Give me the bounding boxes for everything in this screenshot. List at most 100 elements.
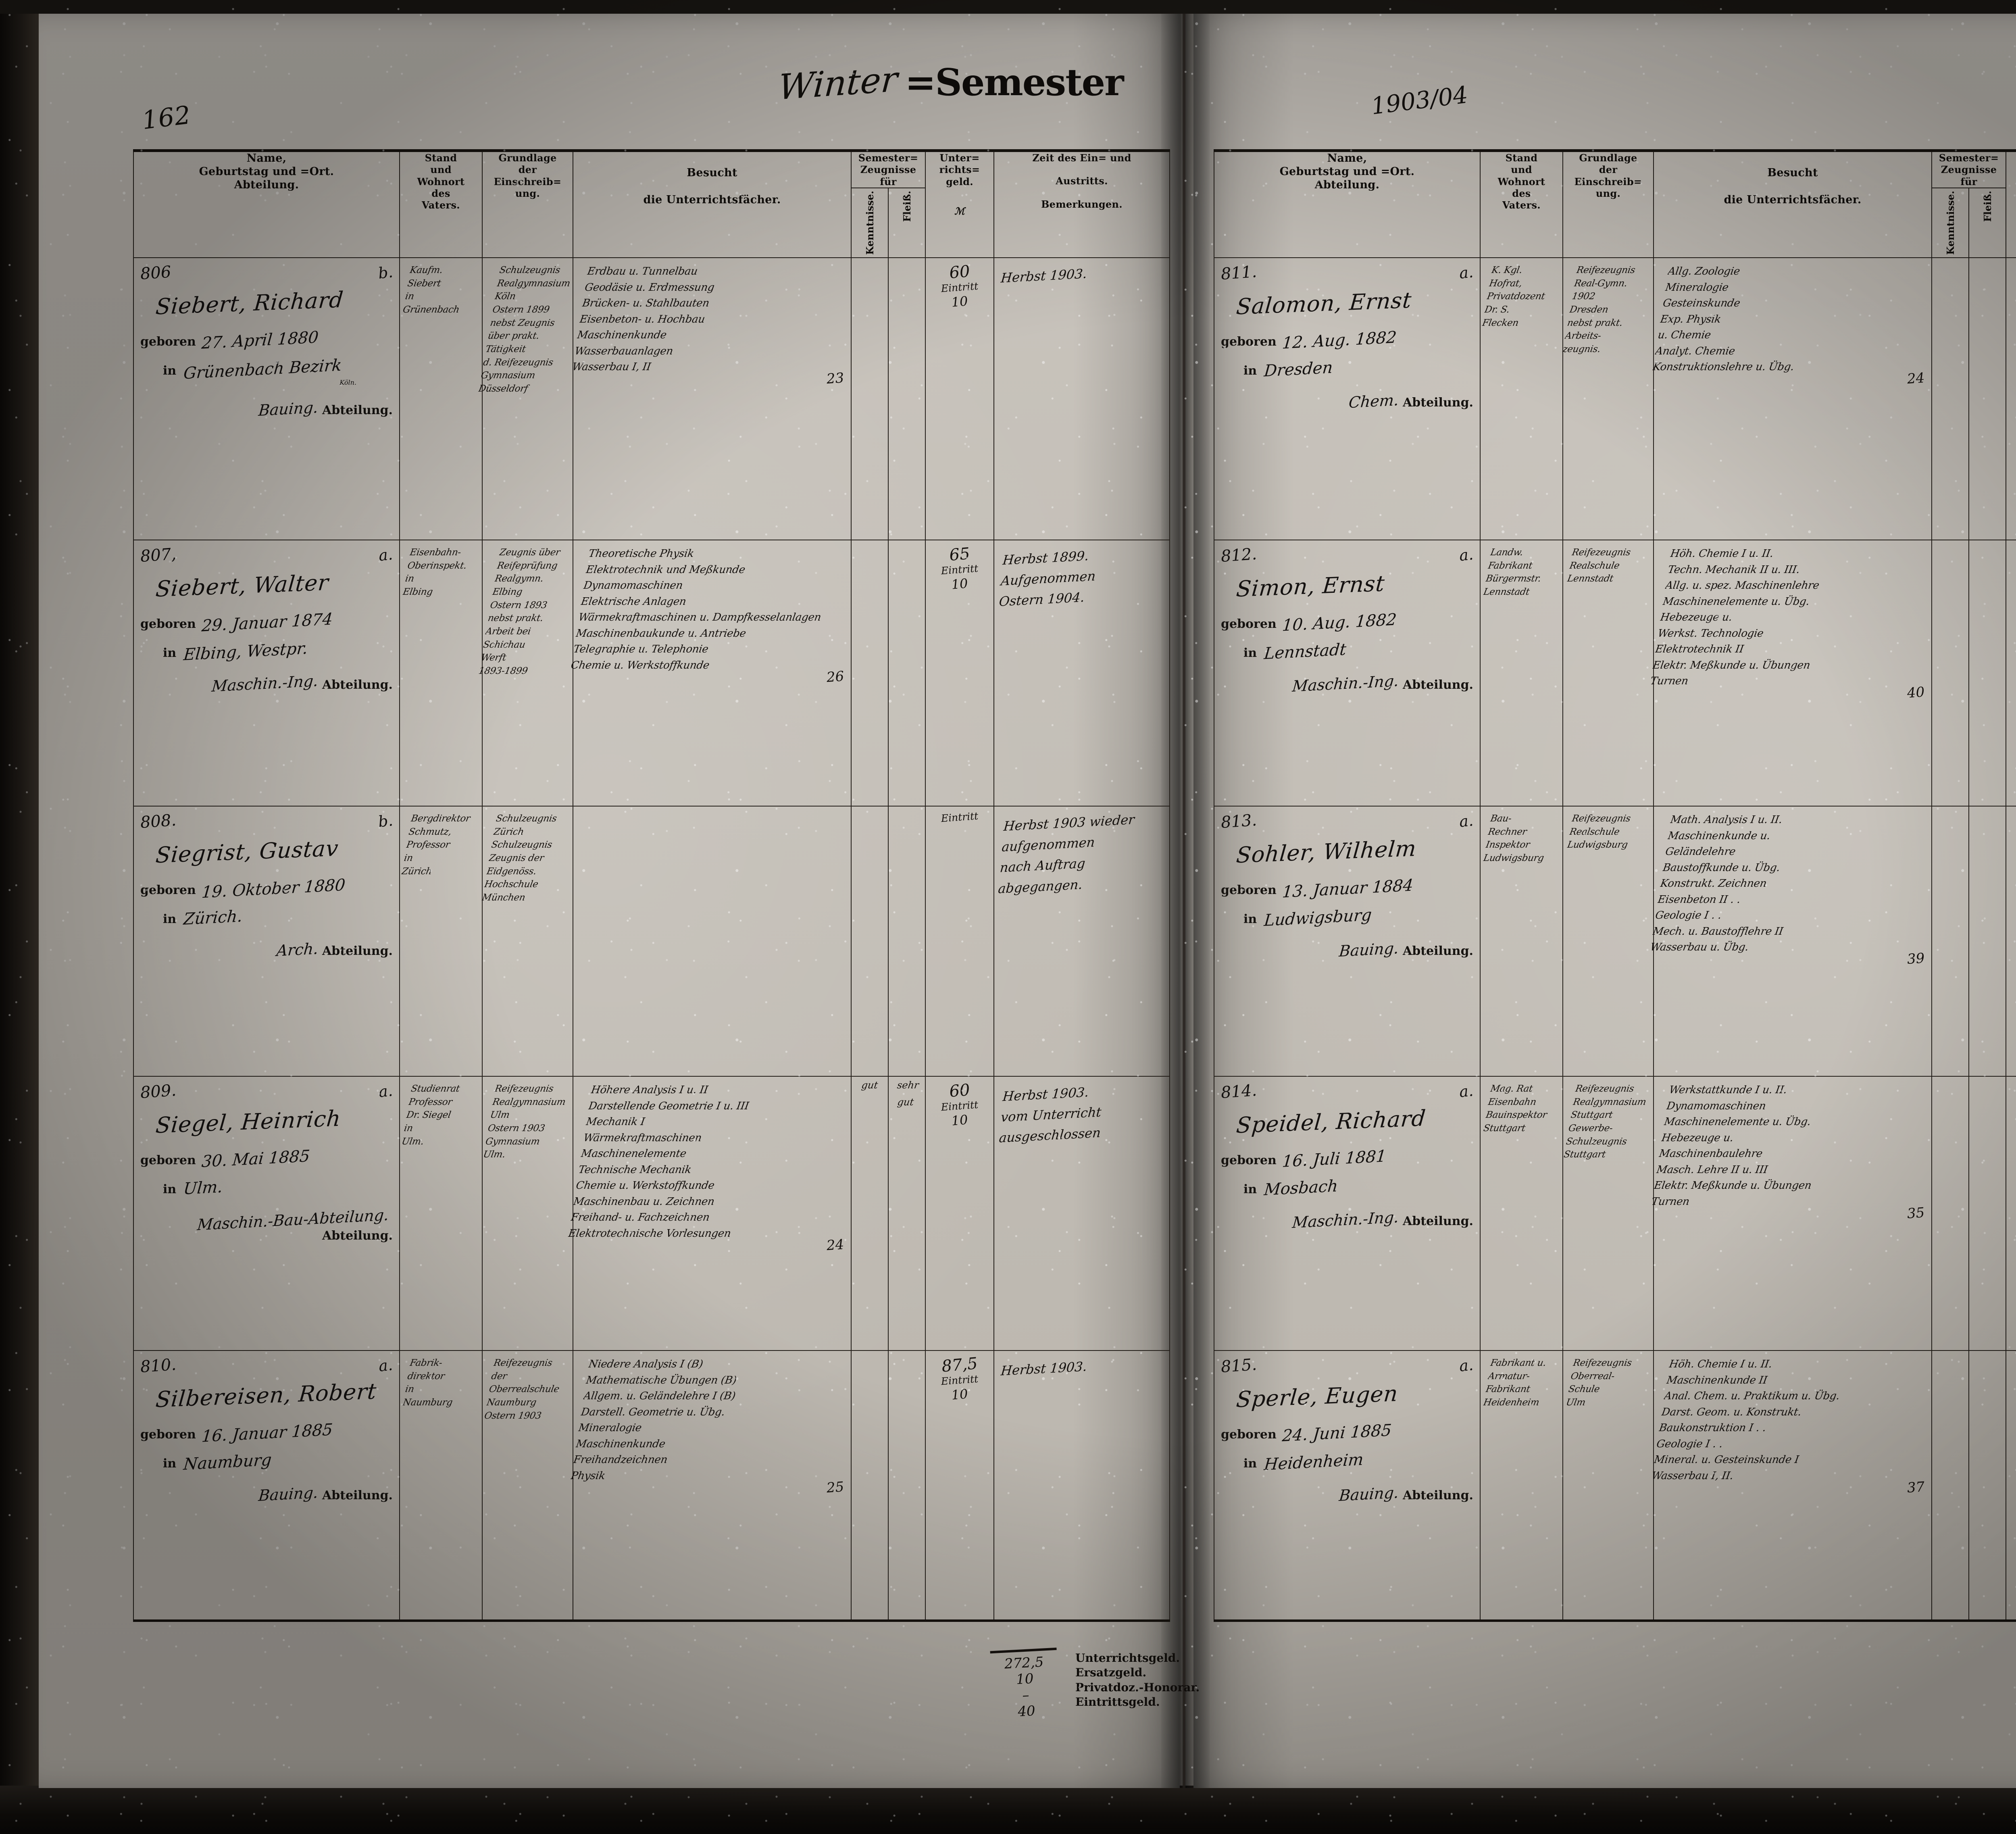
table-row[interactable]: 813. a. Sohler, Wilhelm geboren 13. Januar 1… (1214, 805, 2016, 1077)
cell-subjects[interactable]: Werkstattkunde I u. II. Dynamomaschinen Ma… (1651, 1075, 1932, 1351)
table-row[interactable]: 806 b. Siebert, Richard geboren 27. April 18… (133, 257, 1170, 540)
cell-subjects[interactable]: Höh. Chemie I u. II. Maschinenkunde II Ana… (1651, 1350, 1932, 1622)
cell-fee[interactable]: 87,5 Eintritt 10 (925, 1350, 994, 1622)
cell-name[interactable]: 811. a. Salomon, Ernst geboren 12. Aug. 1882… (1214, 257, 1481, 540)
text-line: Wasserbau I, II. (1650, 1469, 1735, 1482)
cell-name[interactable]: 812. a. Simon, Ernst geboren 10. Aug. 1882 in… (1214, 539, 1481, 807)
cell-fee[interactable]: 97,5 (2006, 805, 2016, 1077)
cell-basis[interactable]: Reifezeugnis Real-Gymn. 1902 Dresden nebst p… (1562, 257, 1654, 540)
cell-name[interactable]: 810. a. Silbereisen, Robert geboren 16. Janu… (133, 1350, 400, 1622)
cell-father[interactable]: Fabrikant u. Armatur- Fabrikant Heidenheim (1480, 1350, 1563, 1622)
table-row[interactable]: 807, a. Siebert, Walter geboren 29. Januar 1… (133, 539, 1170, 807)
desk-edge-top (0, 0, 2016, 14)
text-line: Darstell. Geometrie u. Übg. (580, 1406, 726, 1418)
cell-basis[interactable]: Schulzeugnis Realgymnasium Köln Ostern 1899… (478, 257, 573, 540)
cell-basis[interactable]: Zeugnis über Reifeprüfung Realgymn. Elbing O… (478, 539, 573, 807)
cell-basis[interactable]: Reifezeugnis Realschule Ludwigsburg (1562, 805, 1654, 1077)
cell-knowledge[interactable] (1931, 1075, 1969, 1351)
text-line: Exp. Physik (1659, 313, 1722, 325)
student-name: Simon, Ernst (1235, 570, 1386, 602)
cell-knowledge[interactable] (851, 805, 889, 1077)
cell-fee[interactable]: 60 (2006, 257, 2016, 540)
cell-subjects[interactable] (573, 805, 852, 1077)
cell-name[interactable]: 806 b. Siebert, Richard geboren 27. April 18… (133, 257, 400, 540)
cell-basis[interactable]: Reifezeugnis Realgymnasium Stuttgart Gewerb… (1562, 1075, 1654, 1351)
label-geboren: geboren (140, 1427, 196, 1442)
cell-basis[interactable]: Reifezeugnis Realschule Lennstadt (1562, 539, 1654, 807)
cell-basis[interactable]: Reifezeugnis der Oberrealschule Naumburg Ost… (482, 1350, 573, 1622)
cell-knowledge[interactable] (1931, 257, 1969, 540)
cell-subjects[interactable]: Höhere Analysis I u. II Darstellende Geom… (568, 1075, 852, 1351)
cell-diligence[interactable] (888, 805, 926, 1077)
cell-fee[interactable]: 87,5 (2006, 1075, 2016, 1351)
cell-diligence[interactable] (1968, 539, 2006, 807)
cell-knowledge[interactable] (1931, 539, 1969, 807)
cell-fee[interactable]: 92,5 (2006, 1350, 2016, 1622)
cell-name[interactable]: 813. a. Sohler, Wilhelm geboren 13. Januar 1… (1214, 805, 1481, 1077)
cell-diligence[interactable] (1968, 1350, 2006, 1622)
cell-diligence[interactable] (1968, 257, 2006, 540)
cell-knowledge[interactable] (1931, 805, 1969, 1077)
cell-fee[interactable]: 60 Eintritt 10 (925, 257, 994, 540)
cell-diligence[interactable] (888, 1350, 926, 1622)
cell-name[interactable]: 815. a. Sperle, Eugen geboren 24. Juni 1885 i… (1214, 1350, 1481, 1622)
cell-fee[interactable]: 100 (2006, 539, 2016, 807)
cell-father[interactable]: Bergdirektor Schmutz, Professor in Zürich (399, 805, 483, 1077)
cell-remarks[interactable]: Herbst 1903. vom Unterricht ausgeschlossen (993, 1075, 1170, 1351)
text-line: Dresden (1568, 304, 1609, 315)
cell-remarks[interactable]: Herbst 1903. (993, 1350, 1170, 1622)
table-row[interactable]: 815. a. Sperle, Eugen geboren 24. Juni 1885 i… (1214, 1350, 2016, 1622)
cell-subjects[interactable]: Theoretische Physik Elektrotechnik und Me… (570, 539, 852, 807)
table-row[interactable]: 810. a. Silbereisen, Robert geboren 16. Janu… (133, 1350, 1170, 1622)
cell-name[interactable]: 808. b. Siegrist, Gustav geboren 19. Oktober… (133, 805, 400, 1077)
cell-name[interactable]: 809. a. Siegel, Heinrich geboren 30. Mai 188… (133, 1075, 400, 1351)
table-row[interactable]: 809. a. Siegel, Heinrich geboren 30. Mai 188… (133, 1075, 1170, 1351)
cell-name[interactable]: 807, a. Siebert, Walter geboren 29. Januar 1… (133, 539, 400, 807)
cell-father[interactable]: Landw. Fabrikant Bürgermstr. Lennstadt (1480, 539, 1563, 807)
cell-diligence[interactable] (1968, 805, 2006, 1077)
cell-father[interactable]: Studienrat Professor Dr. Siegel in Ulm. (399, 1075, 483, 1351)
cell-basis[interactable]: Reifezeugnis Oberreal- Schule Ulm (1562, 1350, 1654, 1622)
cell-subjects[interactable]: Erdbau u. Tunnelbau Geodäsie u. Erdmessun… (571, 257, 852, 540)
cell-father[interactable]: Mag. Rat Eisenbahn Bauinspektor Stuttgart (1480, 1075, 1563, 1351)
cell-remarks[interactable]: Herbst 1899. Aufgenommen Ostern 1904. (993, 539, 1170, 807)
cell-fee[interactable]: 65 Eintritt 10 (925, 539, 994, 807)
cell-knowledge[interactable] (851, 539, 889, 807)
table-row[interactable]: 814. a. Speidel, Richard geboren 16. Juli 18… (1214, 1075, 2016, 1351)
cell-father[interactable]: Eisenbahn- Oberinspekt. in Elbing (399, 539, 483, 807)
table-row[interactable]: 811. a. Salomon, Ernst geboren 12. Aug. 1882… (1214, 257, 2016, 540)
cell-knowledge[interactable] (851, 1350, 889, 1622)
cell-father[interactable]: Kaufm. Siebert in Grünenbach (399, 257, 483, 540)
cell-father[interactable]: K. Kgl. Hofrat, Privatdozent Dr. S. Flecken (1480, 257, 1563, 540)
text-line: Physik (570, 1469, 606, 1482)
label-geboren: geboren (140, 617, 196, 631)
cell-basis[interactable]: Reifezeugnis Realgymnasium Ulm Ostern 1903 G… (482, 1075, 573, 1351)
table-row[interactable]: 808. b. Siegrist, Gustav geboren 19. Oktober… (133, 805, 1170, 1077)
cell-fee[interactable]: 60 Eintritt 10 (925, 1075, 994, 1351)
student-name: Siegrist, Gustav (154, 835, 340, 868)
cell-fee[interactable]: Eintritt (925, 805, 994, 1077)
cell-knowledge[interactable] (1931, 1350, 1969, 1622)
cell-subjects[interactable]: Math. Analysis I u. II. Maschinenkunde u.… (1649, 805, 1932, 1077)
cell-diligence[interactable] (888, 539, 926, 807)
text-line: Technische Mechanik (577, 1163, 692, 1176)
cell-diligence[interactable] (888, 257, 926, 540)
text-line: Fabrik- (409, 1357, 443, 1368)
table-row[interactable]: 812. a. Simon, Ernst geboren 10. Aug. 1882 in… (1214, 539, 2016, 807)
cell-knowledge[interactable]: gut (851, 1075, 889, 1351)
cell-name[interactable]: 814. a. Speidel, Richard geboren 16. Juli 18… (1214, 1075, 1481, 1351)
cell-basis[interactable]: Schulzeugnis Zürich Schulzeugnis Zeugnis de… (481, 805, 573, 1077)
cell-diligence[interactable]: sehr gut (888, 1075, 926, 1351)
cell-subjects[interactable]: Allg. Zoologie Mineralogie Gesteinskunde Ex… (1652, 257, 1932, 540)
cell-remarks[interactable]: Herbst 1903. (993, 257, 1170, 540)
father-info: Studienrat Professor Dr. Siegel in Ulm. (401, 1082, 481, 1148)
cell-knowledge[interactable] (851, 257, 889, 540)
cell-father[interactable]: Bau- Rechner Inspektor Ludwigsburg (1480, 805, 1563, 1077)
fee-amount: 87,5 (2007, 1079, 2016, 1103)
cell-subjects[interactable]: Niedere Analysis I (B) Mathematische Übun… (570, 1350, 852, 1622)
cell-remarks[interactable]: Herbst 1903 wieder aufgenommen nach Auftra… (993, 805, 1170, 1077)
enrollment-basis: Schulzeugnis Realgymnasium Köln Ostern 1899… (477, 264, 578, 396)
cell-diligence[interactable] (1968, 1075, 2006, 1351)
cell-father[interactable]: Fabrik-direktor in Naumburg (399, 1350, 483, 1622)
cell-subjects[interactable]: Höh. Chemie I u. II. Techn. Mechanik II u… (1649, 539, 1932, 807)
